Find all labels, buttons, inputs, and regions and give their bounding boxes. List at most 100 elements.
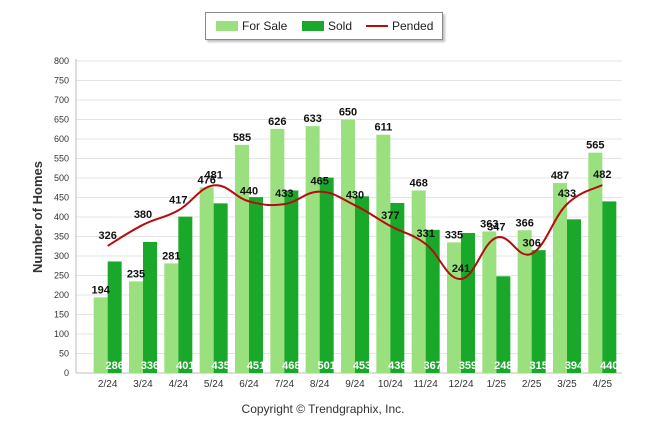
bar-for-sale [517, 230, 532, 373]
y-tick-label: 100 [54, 329, 69, 339]
y-tick-label: 350 [54, 232, 69, 242]
y-tick-label: 600 [54, 134, 69, 144]
bar-sold [461, 232, 475, 373]
y-tick-label: 550 [54, 154, 69, 164]
data-label-for-sale: 281 [162, 250, 180, 262]
data-label-for-sale: 633 [303, 113, 321, 125]
bar-sold [178, 216, 193, 373]
data-label-pended: 465 [310, 176, 328, 188]
bar-sold [284, 190, 299, 373]
y-tick-label: 650 [54, 115, 69, 125]
x-tick-label: 1/25 [487, 379, 507, 390]
y-tick-label: 0 [64, 368, 69, 378]
x-tick-label: 7/24 [275, 379, 295, 390]
x-tick-label: 8/24 [310, 379, 330, 390]
copyright-footer: Copyright © Trendgraphix, Inc. [241, 402, 405, 416]
x-tick-label: 4/25 [593, 379, 613, 390]
bar-for-sale [164, 263, 179, 373]
y-tick-label: 700 [54, 95, 69, 105]
x-tick-label: 2/24 [98, 379, 118, 390]
legend-label-for-sale: For Sale [242, 19, 288, 33]
data-label-pended: 347 [487, 222, 505, 234]
data-label-sold: 248 [494, 360, 512, 372]
x-tick-label: 11/24 [414, 379, 439, 390]
bar-sold [143, 241, 157, 373]
bar-sold [567, 219, 581, 373]
data-label-for-sale: 194 [91, 284, 110, 296]
data-label-for-sale: 650 [339, 107, 357, 119]
legend-label-sold: Sold [328, 19, 353, 33]
y-tick-label: 50 [59, 349, 69, 359]
legend-swatch-for-sale [216, 21, 238, 31]
data-label-for-sale: 626 [268, 116, 286, 128]
y-tick-label: 450 [54, 193, 69, 203]
data-label-for-sale: 468 [409, 177, 427, 189]
y-tick-label: 300 [54, 251, 69, 261]
bar-sold [249, 197, 263, 373]
data-label-sold: 286 [105, 360, 123, 372]
chart-legend: For Sale Sold Pended [205, 12, 443, 40]
bar-sold [319, 177, 334, 373]
data-label-pended: 380 [134, 209, 152, 221]
data-label-for-sale: 335 [445, 229, 463, 241]
data-label-for-sale: 585 [233, 132, 251, 144]
data-label-pended: 331 [416, 228, 434, 240]
data-label-for-sale: 363 [480, 218, 498, 230]
data-label-pended: 482 [593, 169, 611, 181]
data-label-sold: 401 [176, 360, 194, 372]
bar-for-sale [341, 119, 355, 373]
line-pended [107, 184, 603, 281]
data-label-pended: 430 [346, 189, 364, 201]
bar-sold [496, 276, 511, 373]
bar-for-sale [411, 190, 426, 373]
x-tick-label: 6/24 [239, 379, 259, 390]
y-tick-label: 250 [54, 271, 69, 281]
y-tick-label: 750 [54, 76, 69, 86]
bar-for-sale [588, 152, 603, 373]
x-tick-label: 3/24 [133, 379, 153, 390]
y-tick-label: 150 [54, 310, 69, 320]
bar-for-sale [235, 144, 249, 373]
bar-for-sale [270, 128, 285, 373]
x-tick-label: 9/24 [345, 379, 365, 390]
y-tick-label: 400 [54, 212, 69, 222]
data-label-pended: 440 [240, 185, 258, 197]
x-tick-label: 2/25 [522, 379, 542, 390]
bar-sold [425, 229, 440, 373]
x-tick-label: 10/24 [378, 379, 403, 390]
data-label-sold: 501 [317, 360, 335, 372]
y-tick-label: 200 [54, 290, 69, 300]
x-tick-label: 4/24 [169, 379, 189, 390]
x-tick-label: 3/25 [557, 379, 577, 390]
legend-line-pended [366, 25, 388, 27]
data-label-for-sale: 476 [197, 174, 215, 186]
data-label-for-sale: 366 [515, 217, 533, 229]
bar-for-sale [553, 183, 567, 373]
bar-for-sale [199, 187, 214, 373]
data-label-pended: 241 [452, 263, 470, 275]
data-label-for-sale: 487 [551, 170, 569, 182]
x-tick-label: 12/24 [448, 379, 473, 390]
data-label-sold: 435 [211, 360, 229, 372]
bar-sold [390, 202, 405, 373]
y-tick-label: 500 [54, 173, 69, 183]
bar-for-sale [447, 242, 461, 373]
bar-sold [355, 196, 369, 373]
data-label-sold: 394 [565, 360, 584, 372]
data-label-sold: 359 [459, 360, 477, 372]
data-label-sold: 451 [247, 360, 265, 372]
bar-sold [213, 203, 228, 373]
data-label-pended: 326 [98, 230, 116, 242]
data-label-pended: 417 [169, 194, 187, 206]
data-label-sold: 436 [388, 360, 406, 372]
y-axis-title: Number of Homes [30, 161, 45, 273]
data-label-pended: 433 [558, 188, 576, 200]
data-label-pended: 481 [204, 169, 222, 181]
legend-label-pended: Pended [392, 19, 434, 33]
data-label-sold: 440 [600, 360, 618, 372]
data-label-sold: 315 [529, 360, 547, 372]
bar-sold [531, 250, 546, 373]
data-label-for-sale: 235 [127, 268, 145, 280]
data-label-sold: 336 [141, 360, 159, 372]
